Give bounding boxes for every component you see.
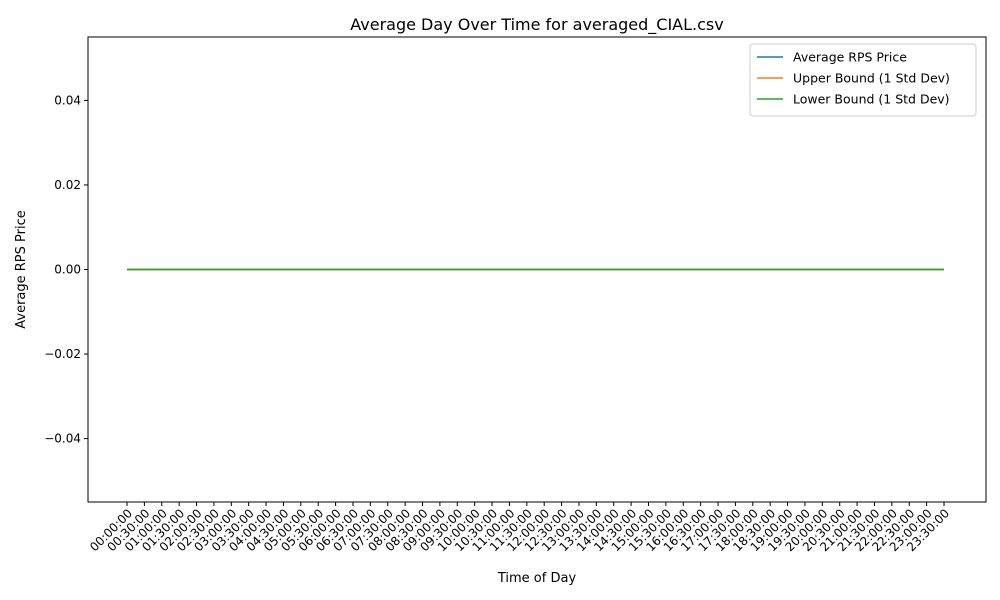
legend-box [749, 43, 977, 117]
x-axis-label: Time of Day [497, 571, 577, 586]
y-tick-label: −0.04 [44, 432, 81, 446]
chart-title: Average Day Over Time for averaged_CIAL.… [350, 15, 723, 35]
y-tick-label: 0.02 [54, 178, 81, 192]
legend-label: Lower Bound (1 Std Dev) [793, 92, 950, 107]
y-tick-label: −0.02 [44, 347, 81, 361]
y-axis-label: Average RPS Price [14, 210, 29, 329]
plot-frame [87, 36, 987, 503]
x-axis-ticks: 00:00:0000:30:0001:00:0001:30:0002:00:00… [87, 502, 952, 554]
y-axis-ticks: −0.04 −0.02 0.00 0.02 0.04 [44, 93, 88, 446]
legend: Average RPS Price Upper Bound (1 Std Dev)… [749, 43, 977, 117]
legend-label: Average RPS Price [793, 50, 907, 65]
y-tick-label: 0.00 [54, 263, 81, 277]
legend-label: Upper Bound (1 Std Dev) [793, 71, 950, 86]
y-tick-label: 0.04 [54, 93, 81, 107]
